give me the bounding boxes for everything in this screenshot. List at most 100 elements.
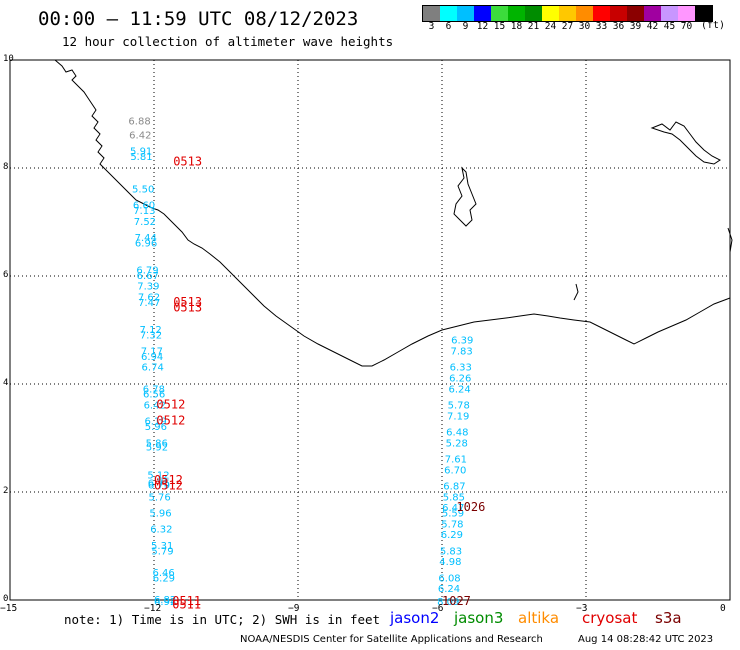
swh-value-east-track: 6.24 xyxy=(438,584,460,595)
swh-value-east-track: 5.83 xyxy=(440,546,462,557)
swh-value-east-track: 5.28 xyxy=(446,438,468,449)
swh-value-west-track: 5.96 xyxy=(149,509,171,520)
swh-value-west-track: 6.79 xyxy=(148,480,170,491)
colorbar-tick-label: 21 xyxy=(527,21,540,32)
swh-value-east-track: 6.70 xyxy=(444,465,466,476)
wave-height-colorbar xyxy=(422,5,713,22)
swh-value-west-track: 6.56 xyxy=(143,390,165,401)
swh-value-west-track: 7.17 xyxy=(141,347,163,358)
longitude-label: −6 xyxy=(432,603,444,614)
longitude-label: −9 xyxy=(288,603,300,614)
colorbar-swatch xyxy=(457,6,474,21)
colorbar-swatch xyxy=(491,6,508,21)
swh-value-east-track: 5.78 xyxy=(448,401,470,412)
satellite-legend-jason3: jason3 xyxy=(454,609,504,627)
colorbar-swatch xyxy=(610,6,627,21)
swh-value-east-track: 6.47 xyxy=(442,503,464,514)
colorbar-tick-label: 9 xyxy=(462,21,469,32)
longitude-label: −15 xyxy=(0,603,18,614)
swh-value-west-track: 7.47 xyxy=(138,298,160,309)
swh-value-east-track: 6.48 xyxy=(446,428,468,439)
pass-time-label: 0513 xyxy=(173,300,202,314)
satellite-legend-altika: altika xyxy=(518,609,560,627)
plot-frame xyxy=(9,59,731,601)
colorbar-tick-label: 3 xyxy=(428,21,435,32)
river-outline xyxy=(727,227,733,253)
colorbar-tick-label: 18 xyxy=(510,21,523,32)
colorbar-swatch xyxy=(695,6,712,21)
swh-value-west-track: 7.44 xyxy=(135,233,157,244)
swh-value-east-track: 5.85 xyxy=(443,492,465,503)
swh-value-west-track: 5.96 xyxy=(145,422,167,433)
map-title: 00:00 – 11:59 UTC 08/12/2023 xyxy=(38,8,359,30)
swh-value-east-track: 7.83 xyxy=(451,347,473,358)
swh-value-west-track: 7.13 xyxy=(133,206,155,217)
latitude-label: 10 xyxy=(3,54,14,64)
colorbar-swatch xyxy=(661,6,678,21)
swh-value-west-track: 5.12 xyxy=(147,471,169,482)
colorbar-swatch xyxy=(559,6,576,21)
swh-value-west-track: 6.19 xyxy=(144,417,166,428)
swh-value-east-track: 6.33 xyxy=(450,363,472,374)
swh-value-west-track: 6.79 xyxy=(136,266,158,277)
swh-value-east-track: 6.87 xyxy=(443,482,465,493)
latitude-label: 0 xyxy=(3,594,9,604)
swh-value-west-track: 7.52 xyxy=(134,217,156,228)
colorbar-tick-label: 70 xyxy=(680,21,693,32)
colorbar-swatch xyxy=(576,6,593,21)
coastline xyxy=(54,59,731,367)
colorbar-swatch xyxy=(644,6,661,21)
colorbar-swatch xyxy=(593,6,610,21)
map-subtitle: 12 hour collection of altimeter wave hei… xyxy=(62,34,394,49)
swh-value-east-track: 7.61 xyxy=(445,455,467,466)
pass-time-label: 0513 xyxy=(173,155,202,169)
swh-value-east-track: 8.09 xyxy=(437,597,459,608)
colorbar-tick-label: 36 xyxy=(612,21,625,32)
colorbar-swatch xyxy=(542,6,559,21)
generated-timestamp: Aug 14 08:28:42 UTC 2023 xyxy=(578,634,714,645)
river-outline-2 xyxy=(573,283,579,301)
swh-value-west-track: 6.75 xyxy=(148,478,170,489)
wave-observations: 6.88 6.42 5.915.81 5.50 6.607.137.52 7.446.96… xyxy=(128,116,485,611)
swh-value-west-track: 5.86 xyxy=(146,438,168,449)
swh-value-west-track: 5.91 xyxy=(130,147,152,158)
latitude-label: 4 xyxy=(3,378,9,388)
credit-line: NOAA/NESDIS Center for Satellite Applica… xyxy=(240,634,543,645)
pass-time-label: 0512 xyxy=(156,398,185,412)
pass-time-label: 0512 xyxy=(156,414,185,428)
colorbar-tick-label: 24 xyxy=(544,21,557,32)
colorbar-swatch xyxy=(474,6,491,21)
latitude-label: 8 xyxy=(3,162,9,172)
swh-value-east-track: 6.24 xyxy=(448,384,470,395)
footnote: note: 1) Time is in UTC; 2) SWH is in fe… xyxy=(64,612,381,627)
pass-time-label: 1026 xyxy=(456,500,485,514)
pass-time-label: 0512 xyxy=(154,479,183,493)
pass-time-label: 0512 xyxy=(154,473,183,487)
swh-value-west-track: 7.39 xyxy=(137,282,159,293)
colorbar-swatch xyxy=(440,6,457,21)
colorbar-tick-label: 27 xyxy=(561,21,574,32)
swh-value-east-track: 6.29 xyxy=(441,530,463,541)
swh-value-west-track: 6.42 xyxy=(144,401,166,412)
colorbar-tick-label: 42 xyxy=(646,21,659,32)
colorbar-swatch xyxy=(508,6,525,21)
swh-value-west-track: 6.67 xyxy=(137,271,159,282)
swh-value-west-track: 7.12 xyxy=(140,325,162,336)
pass-time-label: 0513 xyxy=(173,295,202,309)
swh-value-west-track: 6.42 xyxy=(129,131,151,142)
colorbar-swatch xyxy=(678,6,695,21)
swh-value-west-track: 6.74 xyxy=(142,363,164,374)
pass-time-label: 1027 xyxy=(442,594,471,608)
swh-value-west-track: 6.60 xyxy=(133,201,155,212)
colorbar-swatch xyxy=(627,6,644,21)
swh-value-west-track: 6.92 xyxy=(154,597,176,608)
swh-value-west-track: 6.94 xyxy=(141,352,163,363)
colorbar-unit: (ft) xyxy=(701,20,726,31)
longitude-label: 0 xyxy=(720,603,726,614)
swh-value-west-track: 5.81 xyxy=(130,152,152,163)
swh-value-east-track: 5.78 xyxy=(441,519,463,530)
colorbar-tick-label: 39 xyxy=(629,21,642,32)
longitude-label: −3 xyxy=(576,603,588,614)
colorbar-tick-label: 30 xyxy=(578,21,591,32)
